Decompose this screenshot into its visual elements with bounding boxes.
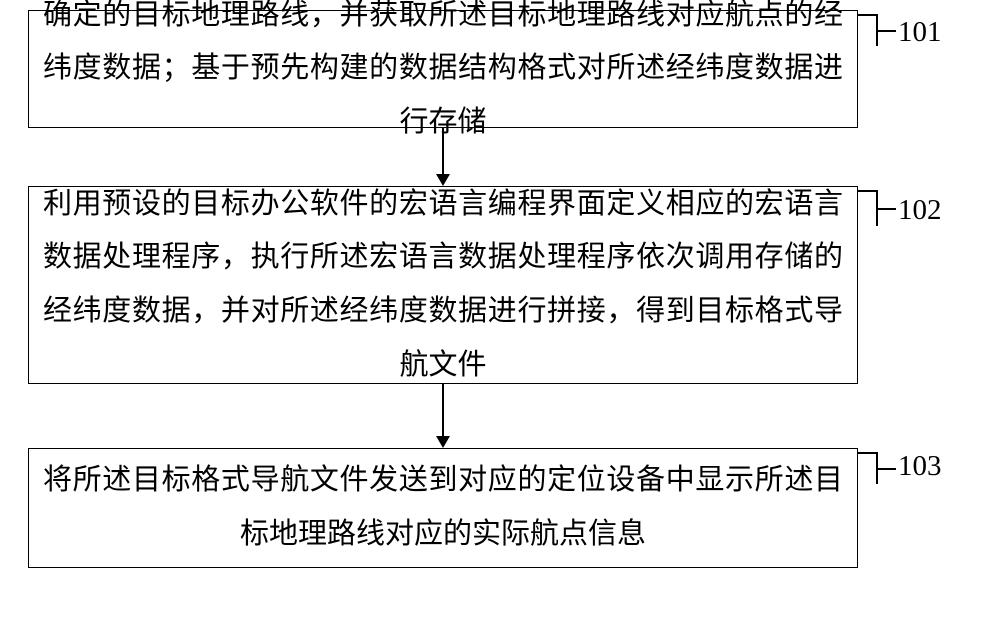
flow-step-2-text: 利用预设的目标办公软件的宏语言编程界面定义相应的宏语言数据处理程序，执行所述宏语… [43, 178, 843, 393]
flow-step-2: 利用预设的目标办公软件的宏语言编程界面定义相应的宏语言数据处理程序，执行所述宏语… [28, 186, 858, 384]
flow-step-3-text: 将所述目标格式导航文件发送到对应的定位设备中显示所述目标地理路线对应的实际航点信… [43, 454, 843, 561]
flow-step-2-label: 102 [898, 194, 942, 227]
flow-step-3: 将所述目标格式导航文件发送到对应的定位设备中显示所述目标地理路线对应的实际航点信… [28, 448, 858, 568]
arrow-2-3-line [442, 384, 444, 436]
arrow-1-2-line [442, 128, 444, 174]
arrow-2-3-head [436, 436, 450, 448]
flow-step-3-label: 103 [898, 450, 942, 483]
flow-step-1: 确定的目标地理路线，并获取所述目标地理路线对应航点的经纬度数据；基于预先构建的数… [28, 10, 858, 128]
flow-step-1-label: 101 [898, 16, 942, 49]
flowchart-canvas: 确定的目标地理路线，并获取所述目标地理路线对应航点的经纬度数据；基于预先构建的数… [0, 0, 1000, 642]
